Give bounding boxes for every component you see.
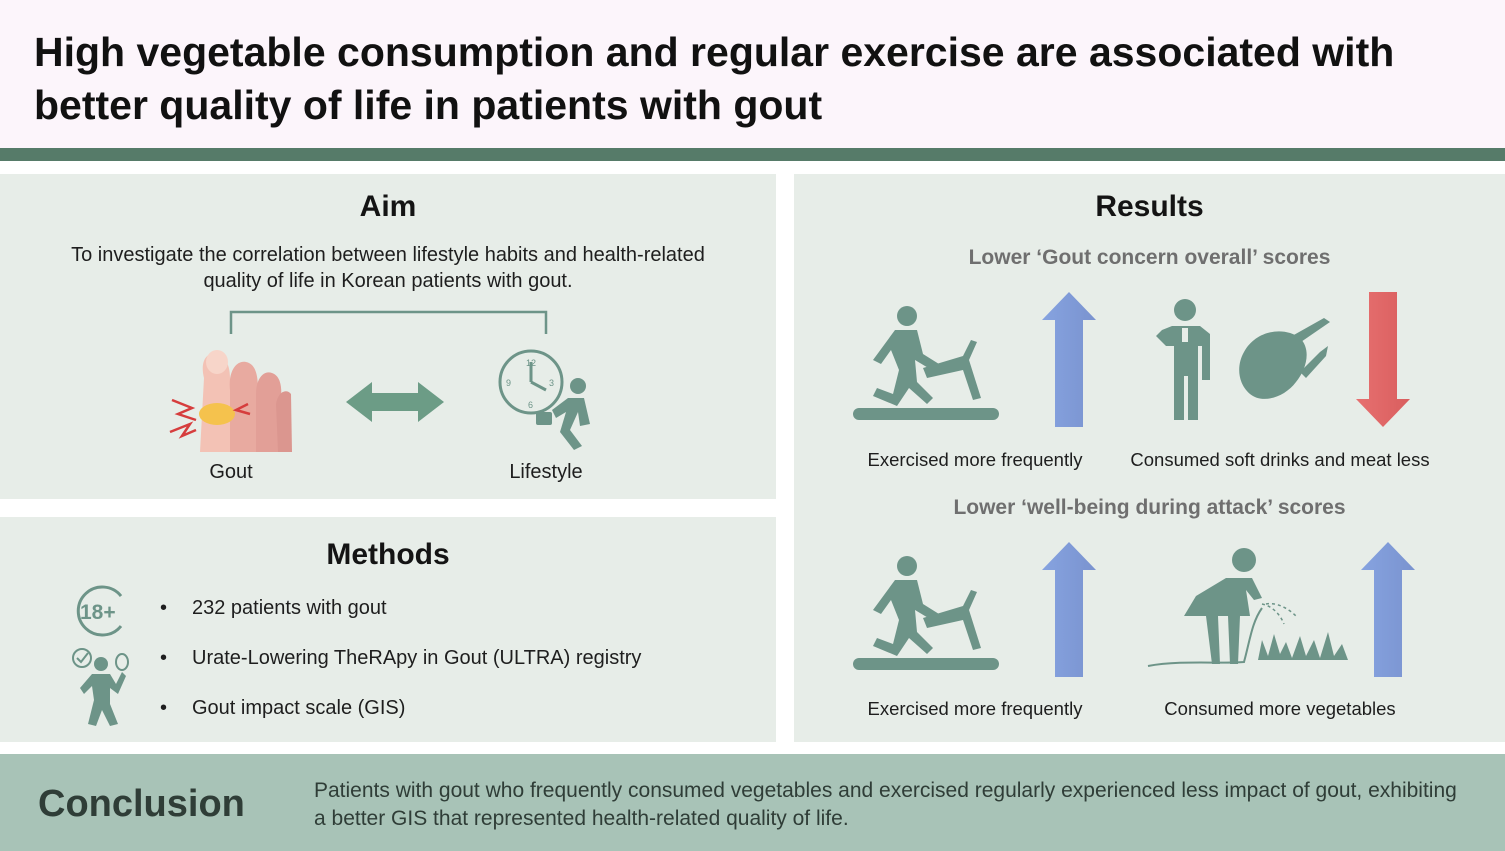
methods-heading: Methods bbox=[326, 538, 450, 571]
lifestyle-clock-icon: 12 9 3 6 bbox=[498, 349, 564, 415]
svg-text:12: 12 bbox=[526, 358, 536, 368]
conclusion-panel bbox=[0, 754, 1505, 851]
header bbox=[0, 0, 1505, 148]
gardener-watering-icon bbox=[1147, 548, 1348, 667]
lifestyle-label: Lifestyle bbox=[509, 461, 583, 483]
aim-heading: Aim bbox=[359, 190, 417, 223]
result-caption: Consumed soft drinks and meat less bbox=[1130, 449, 1430, 470]
methods-panel bbox=[0, 517, 776, 742]
bracket-connector bbox=[229, 310, 548, 334]
conclusion-text: Patients with gout who frequently consum… bbox=[314, 779, 1457, 830]
results-heading: Results bbox=[1095, 190, 1204, 223]
results-subheading-2: Lower ‘well-being during attack’ scores bbox=[953, 496, 1346, 519]
aim-panel bbox=[0, 174, 776, 499]
inflamed-joint bbox=[199, 403, 235, 425]
treadmill-runner-icon bbox=[853, 306, 999, 420]
treadmill-runner-icon bbox=[853, 556, 999, 670]
svg-text:6: 6 bbox=[528, 400, 533, 410]
results-subheading-1: Lower ‘Gout concern overall’ scores bbox=[968, 246, 1331, 269]
up-arrow-icon bbox=[1361, 542, 1415, 677]
svg-text:3: 3 bbox=[549, 378, 554, 388]
result-caption: Exercised more frequently bbox=[867, 449, 1083, 470]
gout-label: Gout bbox=[209, 461, 253, 483]
svg-text:9: 9 bbox=[506, 378, 511, 388]
up-arrow-icon bbox=[1042, 292, 1096, 427]
methods-icons: 18+ bbox=[72, 585, 129, 726]
gout-foot-icon bbox=[169, 350, 292, 452]
down-arrow-icon bbox=[1356, 292, 1410, 427]
up-arrow-icon bbox=[1042, 542, 1096, 677]
page-title: High vegetable consumption and regular e… bbox=[34, 29, 1395, 128]
double-arrow-icon bbox=[346, 382, 444, 422]
result-caption: Consumed more vegetables bbox=[1164, 698, 1396, 719]
tennis-player-icon bbox=[72, 648, 129, 726]
conclusion-heading: Conclusion bbox=[38, 783, 245, 825]
result-caption: Exercised more frequently bbox=[867, 698, 1083, 719]
person-drinking-icon bbox=[1156, 299, 1210, 420]
header-divider-bar bbox=[0, 148, 1505, 161]
methods-bullet: • Gout impact scale (GIS) bbox=[160, 697, 406, 719]
age-badge: 18+ bbox=[80, 601, 116, 624]
age-18-plus-icon: 18+ bbox=[76, 585, 123, 637]
results-diagram bbox=[853, 292, 1415, 677]
methods-bullet: • 232 patients with gout bbox=[160, 597, 387, 619]
aim-text: To investigate the correlation between l… bbox=[71, 244, 705, 292]
meat-icon bbox=[1239, 318, 1330, 399]
running-person-icon bbox=[536, 378, 590, 450]
aim-diagram: 12 9 3 6 bbox=[169, 310, 590, 452]
methods-bullet: • Urate-Lowering TheRApy in Gout (ULTRA) … bbox=[160, 647, 642, 669]
